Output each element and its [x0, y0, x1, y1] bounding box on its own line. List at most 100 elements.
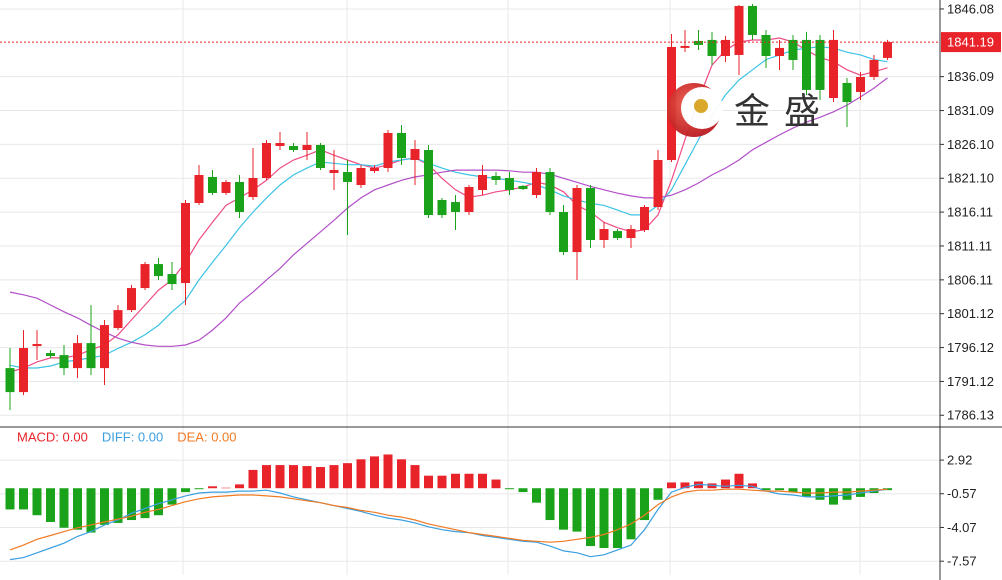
macd-bar: [59, 488, 69, 528]
candle-body: [248, 177, 258, 198]
y-tick-label: -0.57: [947, 486, 977, 501]
candle-body: [194, 175, 204, 203]
candle-body: [815, 39, 825, 90]
candle-body: [343, 172, 352, 182]
macd-bar: [788, 488, 798, 493]
macd-bar: [316, 467, 325, 489]
macd-bar: [518, 488, 528, 493]
candle-body: [289, 145, 298, 150]
indicator-line: [9, 488, 888, 551]
y-tick-label: 1846.08: [947, 1, 994, 16]
macd-bar: [100, 488, 109, 525]
candle-body: [356, 168, 366, 186]
macd-bar: [559, 488, 568, 530]
candle-body: [221, 181, 231, 193]
macd-bar: [127, 488, 136, 521]
macd-bar: [73, 488, 82, 530]
candle-body: [883, 42, 892, 58]
legend-entry: DIFF: 0.00: [102, 429, 163, 444]
candle-body: [262, 143, 271, 178]
candle-body: [32, 344, 42, 347]
macd-bar: [221, 487, 231, 489]
macd-bar: [572, 488, 582, 532]
macd-bar: [464, 473, 474, 489]
macd-bar: [437, 475, 447, 489]
macd-bar: [478, 473, 487, 489]
y-tick-label: 2.92: [947, 453, 972, 468]
candle-body: [653, 160, 663, 207]
macd-bar: [734, 473, 744, 489]
candle-body: [19, 348, 28, 393]
candle-body: [518, 185, 528, 190]
candle-body: [100, 325, 109, 369]
candle-body: [275, 143, 285, 146]
y-tick-label: -7.57: [947, 554, 977, 569]
macd-bar: [545, 488, 555, 521]
macd-bar: [302, 466, 312, 489]
candle-body: [640, 206, 649, 231]
candle-body: [316, 144, 325, 169]
macd-bar: [721, 479, 730, 489]
macd-bar: [613, 488, 622, 549]
macd-bar: [343, 463, 352, 489]
candle-body: [707, 39, 717, 56]
macd-bar: [424, 475, 433, 489]
candle-body: [73, 343, 82, 369]
candle-body: [491, 176, 501, 181]
macd-bar: [46, 488, 55, 522]
candle-body: [59, 355, 69, 369]
candle-body: [167, 274, 177, 285]
candle-body: [802, 39, 811, 90]
macd-bar: [329, 465, 339, 489]
y-tick-label: 1836.09: [947, 69, 994, 84]
candle-body: [586, 188, 595, 241]
macd-bar: [32, 488, 42, 516]
indicator-line: [9, 483, 888, 561]
macd-bar: [383, 454, 393, 489]
y-tick-label: 1801.12: [947, 306, 994, 321]
last-price-label: 1841.19: [947, 35, 994, 50]
candle-body: [626, 229, 636, 239]
macd-bar: [491, 479, 501, 489]
candle-body: [734, 5, 744, 55]
candle-body: [748, 5, 757, 35]
candle-body: [478, 175, 487, 190]
candle-body: [869, 59, 879, 77]
candle-body: [397, 132, 406, 158]
candle-body: [694, 40, 703, 45]
macd-bar: [842, 488, 852, 500]
y-tick-label: 1791.12: [947, 374, 994, 389]
candle-body: [761, 34, 771, 56]
candle-body: [424, 149, 433, 216]
candle-body: [383, 132, 393, 169]
macd-bar: [626, 488, 636, 540]
candle-body: [505, 177, 514, 190]
candle-body: [181, 202, 190, 284]
macd-bar: [154, 488, 163, 516]
candle-body: [572, 188, 582, 253]
candle-body: [613, 231, 622, 239]
macd-bar: [194, 488, 204, 490]
candle-body: [208, 176, 217, 193]
candle-body: [235, 181, 244, 213]
macd-bar: [883, 488, 892, 491]
macd-bar: [451, 473, 460, 489]
macd-bar: [248, 469, 258, 489]
candle-body: [545, 172, 555, 213]
candle-body: [127, 288, 136, 311]
macd-bar: [397, 459, 406, 489]
macd-bar: [815, 488, 825, 500]
y-tick-label: 1821.10: [947, 171, 994, 186]
macd-bar: [86, 488, 96, 533]
candle-body: [410, 148, 420, 161]
y-tick-label: 1811.11: [947, 238, 992, 253]
y-tick-label: -4.07: [947, 520, 977, 535]
candle-body: [599, 229, 609, 241]
candle-body: [154, 264, 163, 277]
logo: 金 盛: [667, 83, 820, 137]
y-tick-label: 1831.09: [947, 103, 994, 118]
macd-bar: [370, 456, 379, 489]
candle-body: [113, 310, 123, 329]
macd-bar: [235, 484, 244, 489]
